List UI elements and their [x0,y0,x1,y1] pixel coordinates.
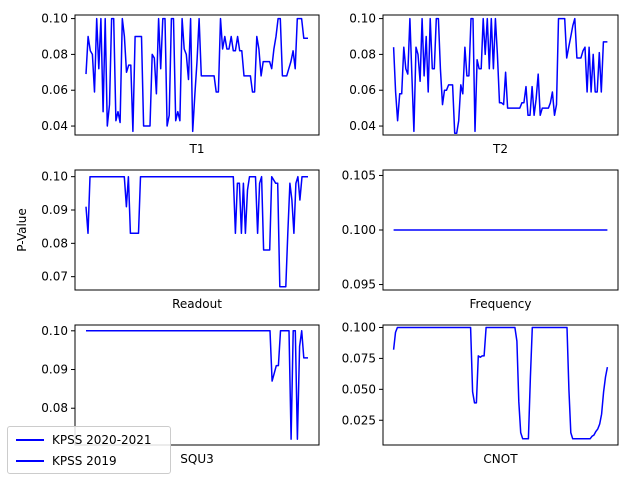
x-axis-label-1: T2 [492,142,508,156]
x-axis-label-3: Frequency [470,297,532,311]
legend-label: KPSS 2020-2021 [52,433,152,447]
y-tick-label-3-0: 0.095 [342,278,376,292]
series-line-5-0 [392,326,609,440]
y-tick-label-2-0: 0.07 [41,270,68,284]
legend: KPSS 2020-2021 KPSS 2019 [7,426,171,474]
y-tick-label-0-1: 0.06 [41,83,68,97]
legend-entry-0: KPSS 2020-2021 [16,431,152,449]
x-axis-label-2: Readout [172,297,222,311]
legend-label: KPSS 2019 [52,454,117,468]
legend-swatch-line [16,460,44,462]
y-tick-label-3-2: 0.105 [342,168,376,182]
y-tick-label-2-3: 0.10 [41,170,68,184]
x-axis-label-5: CNOT [483,452,518,466]
y-tick-label-0-2: 0.08 [41,47,68,61]
series-line-4-0 [86,330,308,440]
y-tick-label-5-3: 0.100 [342,320,376,334]
y-tick-label-1-0: 0.04 [349,119,376,133]
legend-swatch-line [16,439,44,441]
y-tick-label-2-1: 0.08 [41,236,68,250]
y-tick-label-1-3: 0.10 [349,12,376,26]
x-axis-label-4: SQU3 [180,452,213,466]
series-line-0-0 [85,17,308,133]
y-tick-label-0-3: 0.10 [41,12,68,26]
plot-frame-4 [74,324,320,446]
y-tick-label-2-2: 0.09 [41,203,68,217]
series-line-2-0 [85,175,308,288]
y-tick-label-4-1: 0.09 [41,363,68,377]
x-axis-label-0: T1 [189,142,205,156]
plot-frame-2 [74,169,320,291]
legend-entry-1: KPSS 2019 [16,452,117,470]
y-tick-label-1-2: 0.08 [349,47,376,61]
y-tick-label-4-0: 0.08 [41,401,68,415]
y-tick-label-1-1: 0.06 [349,83,376,97]
y-tick-label-3-1: 0.100 [342,223,376,237]
plot-frame-1 [382,14,619,136]
plot-frame-5 [382,324,619,446]
y-tick-label-5-0: 0.025 [342,413,376,427]
y-tick-label-5-2: 0.075 [342,351,376,365]
series-line-1-0 [392,17,608,134]
y-tick-label-4-2: 0.10 [41,324,68,338]
plot-frame-0 [74,14,320,136]
y-tick-label-5-1: 0.050 [342,382,376,396]
y-axis-label: P-Value [15,208,29,252]
y-tick-label-0-0: 0.04 [41,119,68,133]
